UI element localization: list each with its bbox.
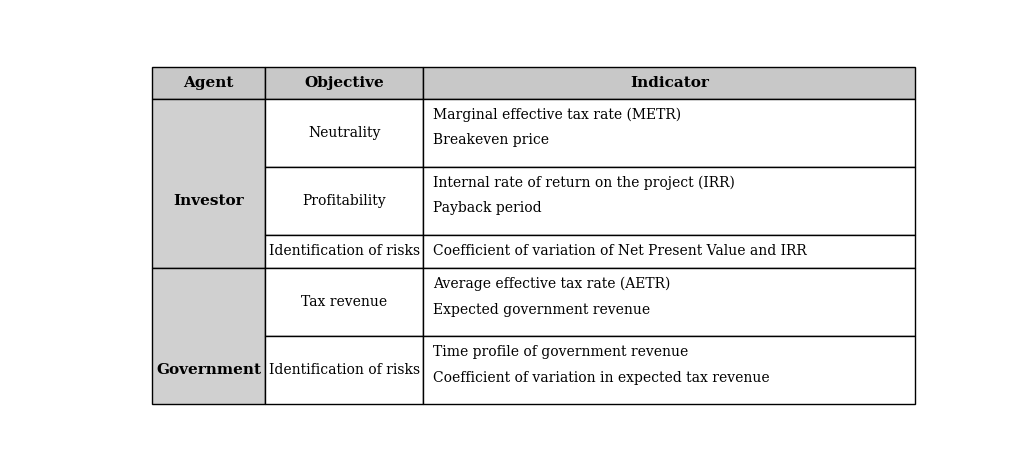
Text: Profitability: Profitability — [303, 194, 386, 208]
FancyBboxPatch shape — [152, 67, 265, 99]
Text: Objective: Objective — [305, 76, 384, 90]
FancyBboxPatch shape — [265, 67, 423, 99]
Text: Breakeven price: Breakeven price — [433, 133, 549, 147]
Text: Agent: Agent — [184, 76, 234, 90]
FancyBboxPatch shape — [423, 99, 915, 167]
FancyBboxPatch shape — [265, 268, 423, 336]
Text: Payback period: Payback period — [433, 201, 542, 215]
Text: Neutrality: Neutrality — [308, 126, 381, 140]
Text: Investor: Investor — [173, 194, 244, 208]
FancyBboxPatch shape — [423, 67, 915, 99]
Text: Tax revenue: Tax revenue — [301, 295, 387, 309]
FancyBboxPatch shape — [152, 99, 265, 268]
FancyBboxPatch shape — [152, 268, 265, 404]
Text: Marginal effective tax rate (METR): Marginal effective tax rate (METR) — [433, 108, 681, 122]
FancyBboxPatch shape — [265, 336, 423, 404]
Text: Indicator: Indicator — [630, 76, 709, 90]
Text: Coefficient of variation in expected tax revenue: Coefficient of variation in expected tax… — [433, 370, 770, 384]
FancyBboxPatch shape — [265, 234, 423, 268]
Text: Expected government revenue: Expected government revenue — [433, 303, 649, 317]
Text: Government: Government — [156, 363, 261, 377]
Text: Internal rate of return on the project (IRR): Internal rate of return on the project (… — [433, 175, 735, 190]
FancyBboxPatch shape — [265, 99, 423, 167]
Text: Time profile of government revenue: Time profile of government revenue — [433, 345, 687, 359]
FancyBboxPatch shape — [265, 167, 423, 234]
Text: Identification of risks: Identification of risks — [269, 245, 420, 259]
FancyBboxPatch shape — [423, 234, 915, 268]
FancyBboxPatch shape — [423, 336, 915, 404]
FancyBboxPatch shape — [423, 268, 915, 336]
Text: Identification of risks: Identification of risks — [269, 363, 420, 377]
Text: Coefficient of variation of Net Present Value and IRR: Coefficient of variation of Net Present … — [433, 245, 806, 259]
Text: Average effective tax rate (AETR): Average effective tax rate (AETR) — [433, 277, 670, 291]
FancyBboxPatch shape — [423, 167, 915, 234]
